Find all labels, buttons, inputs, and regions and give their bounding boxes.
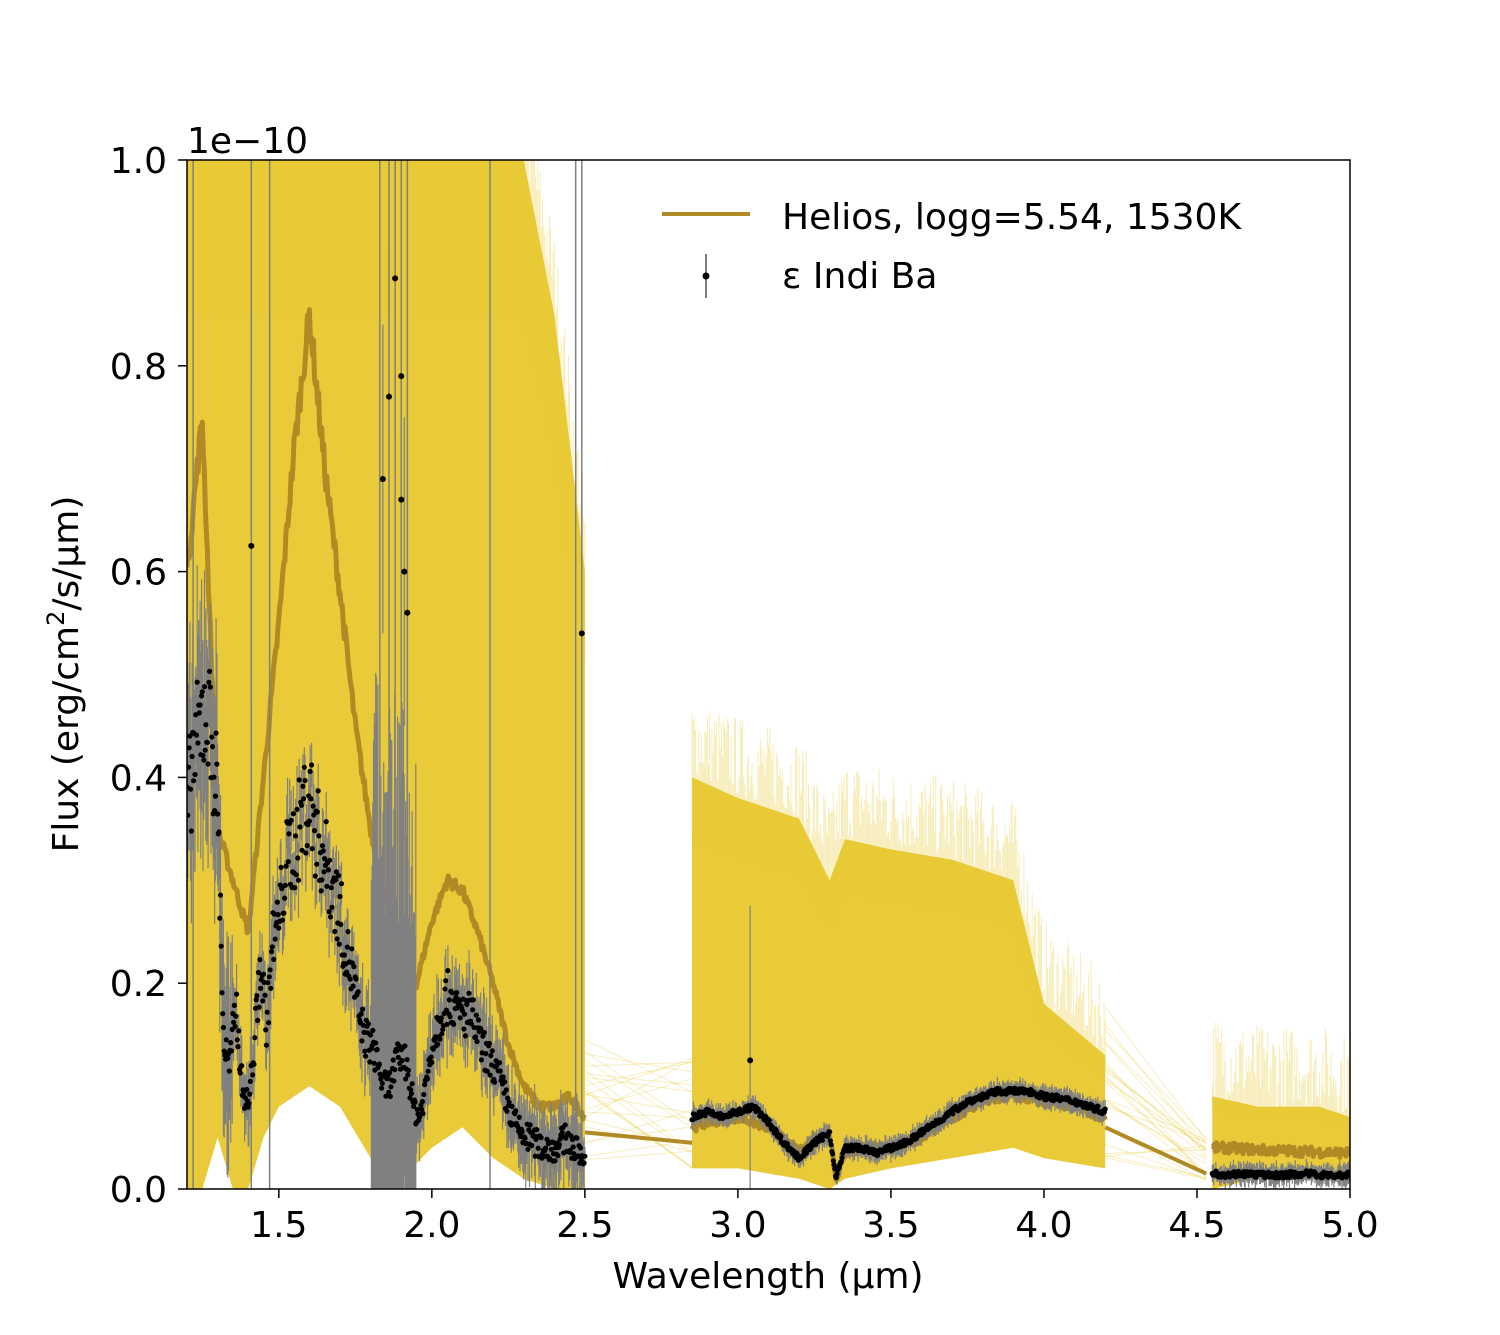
y-tick-label: 1.0 bbox=[110, 141, 167, 182]
envelope-bridge-line bbox=[1104, 1098, 1207, 1175]
envelope-bridge-line bbox=[1104, 1105, 1207, 1143]
y-tick-label: 0.4 bbox=[110, 758, 167, 799]
legend: Helios, logg=5.54, 1530K ε Indi Ba bbox=[662, 197, 1242, 298]
envelope-band-1 bbox=[187, 160, 585, 1189]
envelope-bridge-line bbox=[1105, 1154, 1207, 1178]
envelope-bridge-line bbox=[1104, 1061, 1207, 1179]
x-tick-label: 5.0 bbox=[1321, 1205, 1378, 1246]
model-segment-1 bbox=[584, 1130, 693, 1145]
y-tick-label: 0.2 bbox=[110, 964, 167, 1005]
envelope-bridge-line bbox=[1104, 1043, 1207, 1157]
envelope-bridge-line bbox=[1104, 1076, 1207, 1158]
envelope-bridge-line bbox=[584, 1059, 693, 1128]
envelope-bridge-line bbox=[584, 1093, 693, 1114]
outlier-point bbox=[398, 373, 405, 380]
x-tick-label: 4.0 bbox=[1015, 1205, 1072, 1246]
legend-label-model: Helios, logg=5.54, 1530K bbox=[782, 197, 1242, 238]
y-axis-label-superscript: 2 bbox=[42, 611, 70, 626]
envelope-bridge-line bbox=[584, 1150, 693, 1161]
envelope-bridge-line bbox=[1104, 1070, 1207, 1145]
envelope-bridge-line bbox=[584, 1061, 693, 1087]
envelope-bridge-line bbox=[1104, 1079, 1207, 1149]
envelope-bridge-line bbox=[1104, 1075, 1207, 1177]
x-tick-label: 3.5 bbox=[862, 1205, 919, 1246]
outlier-point bbox=[401, 568, 408, 575]
envelope-bridge-line bbox=[1104, 1030, 1207, 1139]
envelope-bridge-line bbox=[584, 1058, 693, 1096]
envelope-bridge-line bbox=[1104, 1143, 1207, 1180]
envelope-bridge-line bbox=[584, 1109, 693, 1144]
data-point-group-2 bbox=[1209, 1168, 1350, 1181]
envelope-bridge-line bbox=[1105, 1157, 1207, 1180]
y-axis-label-main: Flux (erg/cm bbox=[46, 626, 87, 852]
outlier-point bbox=[379, 475, 386, 482]
outlier-point bbox=[385, 393, 392, 400]
x-tick-label: 1.5 bbox=[250, 1205, 307, 1246]
envelope-bridge-line bbox=[584, 1076, 693, 1093]
envelope-band-2-strands bbox=[691, 710, 1106, 1076]
y-axis-ticks: 0.0 0.2 0.4 0.6 0.8 1.0 bbox=[110, 141, 187, 1211]
envelope-bridge-line bbox=[584, 1073, 693, 1086]
envelope-bridge-line bbox=[584, 1039, 693, 1093]
x-tick-label: 4.5 bbox=[1168, 1205, 1225, 1246]
x-tick-label: 3.0 bbox=[709, 1205, 766, 1246]
envelope-bridge-line bbox=[1104, 1080, 1207, 1173]
envelope-bridge-line bbox=[1104, 1098, 1207, 1141]
envelope-bridge-line bbox=[1104, 1100, 1207, 1165]
envelope-bridge-line bbox=[584, 1126, 693, 1143]
envelope-bridge-line bbox=[584, 1053, 693, 1073]
outlier-point bbox=[248, 542, 255, 549]
y-tick-label: 0.0 bbox=[110, 1170, 167, 1211]
envelope-bridge-line bbox=[584, 1090, 693, 1168]
envelope-bridge-line bbox=[584, 1140, 693, 1157]
outlier-point bbox=[398, 496, 405, 503]
y-axis-label-tail: /s/µm) bbox=[46, 496, 87, 611]
envelope-bridge-line bbox=[1104, 1065, 1207, 1153]
model-segment-4 bbox=[1210, 1140, 1350, 1160]
envelope-bridge-line bbox=[584, 1078, 693, 1110]
x-axis-ticks: 1.5 2.0 2.5 3.0 3.5 4.0 4.5 5.0 bbox=[250, 1189, 1379, 1246]
envelope-band-1-strands bbox=[187, 160, 586, 665]
envelope-bridge-line bbox=[584, 1070, 693, 1153]
envelope-band-3-strands bbox=[1211, 1022, 1350, 1128]
x-axis-label: Wavelength (µm) bbox=[612, 1256, 923, 1297]
data-point-group-1 bbox=[689, 1085, 1108, 1181]
y-tick-label: 0.6 bbox=[110, 553, 167, 594]
envelope-bridge-line bbox=[1104, 1024, 1207, 1151]
envelope-bridge-line bbox=[584, 1111, 693, 1119]
x-tick-label: 2.0 bbox=[403, 1205, 460, 1246]
y-tick-label: 0.8 bbox=[110, 347, 167, 388]
envelope-bridge-line bbox=[1104, 1006, 1207, 1141]
envelope-bridge-line bbox=[584, 1090, 693, 1169]
envelope-bridge-line bbox=[584, 1050, 693, 1124]
envelope-bridge-line bbox=[1104, 1102, 1207, 1160]
y-axis-label: Flux (erg/cm2/s/µm) bbox=[42, 496, 87, 853]
legend-label-data: ε Indi Ba bbox=[782, 256, 937, 297]
outlier-point bbox=[578, 630, 585, 637]
outlier-point bbox=[392, 275, 399, 282]
x-tick-label: 2.5 bbox=[556, 1205, 613, 1246]
data-points bbox=[187, 275, 1350, 1181]
legend-point-swatch bbox=[702, 272, 710, 280]
envelope-bridge-line bbox=[584, 1087, 693, 1169]
envelope-bridge-line bbox=[1104, 1068, 1207, 1151]
model-segment-3 bbox=[1104, 1125, 1208, 1176]
outlier-point bbox=[747, 1057, 754, 1064]
outlier-point bbox=[404, 609, 411, 616]
envelope-bridge-line bbox=[584, 1061, 693, 1067]
envelope-bridge-line bbox=[584, 1059, 693, 1119]
y-offset-text: 1e−10 bbox=[187, 121, 308, 162]
envelope-bridge-line bbox=[1104, 1042, 1207, 1144]
data-point-group-0 bbox=[187, 668, 588, 1167]
plot-frame bbox=[186, 159, 1351, 1190]
